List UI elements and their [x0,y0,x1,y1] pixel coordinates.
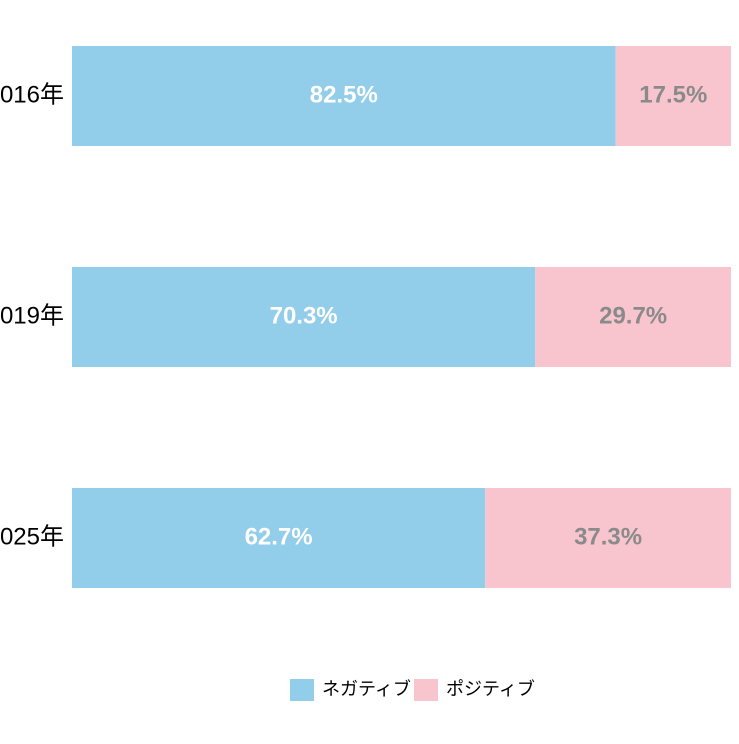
bar-segment [615,46,731,146]
data-label: 82.5% [310,81,378,108]
legend-label: ネガティブ [322,678,411,699]
bar-segment [72,488,486,588]
y-tick-label: 2025年 [0,523,64,550]
bar-segment [485,488,731,588]
y-tick-label: 2019年 [0,302,64,329]
data-label: 29.7% [599,302,667,329]
bar-segment [72,46,616,146]
data-label: 37.3% [574,523,642,550]
bar-segment [535,267,731,367]
legend-swatch [414,679,438,701]
legend-label: ポジティブ [446,678,535,699]
data-label: 70.3% [270,302,338,329]
bar-segment [72,267,536,367]
y-tick-label: 2016年 [0,81,64,108]
data-label: 17.5% [639,81,707,108]
data-label: 62.7% [245,523,313,550]
legend-swatch [290,679,314,701]
